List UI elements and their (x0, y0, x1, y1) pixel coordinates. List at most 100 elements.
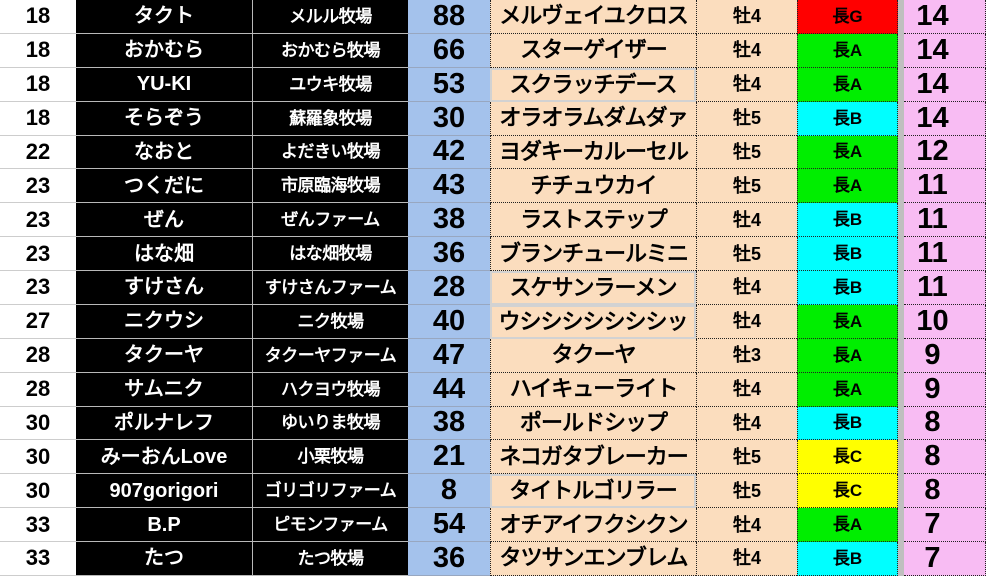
cell-score[interactable]: 38 (408, 203, 490, 238)
cell-rank[interactable]: 28 (0, 372, 76, 407)
cell-owner-name[interactable]: すけさん (76, 271, 252, 305)
cell-farm-name[interactable]: ニク牧場 (252, 304, 408, 339)
cell-grade[interactable]: 長C (797, 474, 898, 509)
cell-count[interactable]: 8 (904, 440, 986, 475)
cell-sex-age[interactable]: 牡5 (696, 135, 797, 170)
cell-owner-name[interactable]: ニクウシ (76, 304, 252, 339)
cell-score[interactable]: 54 (408, 508, 490, 542)
cell-farm-name[interactable]: タクーヤファーム (252, 338, 408, 373)
cell-farm-name[interactable]: ゴリゴリファーム (252, 474, 408, 509)
cell-owner-name[interactable]: タクト (76, 0, 252, 34)
cell-farm-name[interactable]: 小栗牧場 (252, 440, 408, 475)
cell-sex-age[interactable]: 牡5 (696, 169, 797, 204)
cell-sex-age[interactable]: 牡4 (696, 203, 797, 238)
cell-grade[interactable]: 長B (797, 271, 898, 305)
cell-owner-name[interactable]: はな畑 (76, 237, 252, 271)
cell-score[interactable]: 88 (408, 0, 490, 34)
cell-owner-name[interactable]: タクーヤ (76, 338, 252, 373)
cell-horse-name[interactable]: ヨダキーカルーセル (490, 135, 696, 170)
cell-grade[interactable]: 長B (797, 237, 898, 271)
cell-score[interactable]: 53 (408, 67, 490, 102)
cell-horse-name[interactable]: ハイキューライト (490, 372, 696, 407)
cell-sex-age[interactable]: 牡4 (696, 508, 797, 542)
cell-sex-age[interactable]: 牡4 (696, 271, 797, 305)
cell-score[interactable]: 66 (408, 33, 490, 68)
cell-score[interactable]: 47 (408, 338, 490, 373)
cell-farm-name[interactable]: ピモンファーム (252, 508, 408, 542)
cell-horse-name[interactable]: タツサンエンブレム (490, 542, 696, 576)
cell-farm-name[interactable]: 市原臨海牧場 (252, 169, 408, 204)
cell-grade[interactable]: 長A (797, 372, 898, 407)
cell-owner-name[interactable]: B.P (76, 508, 252, 542)
cell-rank[interactable]: 28 (0, 338, 76, 373)
cell-sex-age[interactable]: 牡5 (696, 474, 797, 509)
cell-horse-name[interactable]: ブランチュールミニ (490, 237, 696, 271)
cell-horse-name[interactable]: ウシシシシシシシッ (490, 304, 696, 339)
cell-horse-name[interactable]: オラオラムダムダァ (490, 101, 696, 136)
cell-owner-name[interactable]: おかむら (76, 33, 252, 68)
cell-count[interactable]: 8 (904, 406, 986, 441)
cell-sex-age[interactable]: 牡4 (696, 542, 797, 576)
cell-count[interactable]: 14 (904, 0, 986, 34)
cell-grade[interactable]: 長A (797, 169, 898, 204)
cell-rank[interactable]: 18 (0, 33, 76, 68)
cell-horse-name[interactable]: メルヴェイユクロス (490, 0, 696, 34)
cell-count[interactable]: 7 (904, 508, 986, 542)
cell-count[interactable]: 8 (904, 474, 986, 509)
cell-sex-age[interactable]: 牡4 (696, 33, 797, 68)
cell-grade[interactable]: 長G (797, 0, 898, 34)
cell-count[interactable]: 14 (904, 67, 986, 102)
cell-rank[interactable]: 18 (0, 67, 76, 102)
cell-count[interactable]: 11 (904, 271, 986, 305)
cell-score[interactable]: 28 (408, 271, 490, 305)
cell-rank[interactable]: 23 (0, 169, 76, 204)
cell-grade[interactable]: 長B (797, 203, 898, 238)
cell-count[interactable]: 11 (904, 203, 986, 238)
cell-count[interactable]: 14 (904, 101, 986, 136)
cell-horse-name[interactable]: タイトルゴリラー (490, 474, 696, 509)
cell-horse-name[interactable]: ネコガタブレーカー (490, 440, 696, 475)
cell-owner-name[interactable]: ぜん (76, 203, 252, 238)
cell-owner-name[interactable]: 907gorigori (76, 474, 252, 509)
cell-score[interactable]: 44 (408, 372, 490, 407)
cell-owner-name[interactable]: そらぞう (76, 101, 252, 136)
cell-horse-name[interactable]: ラストステップ (490, 203, 696, 238)
cell-sex-age[interactable]: 牡5 (696, 237, 797, 271)
cell-sex-age[interactable]: 牡4 (696, 67, 797, 102)
cell-rank[interactable]: 27 (0, 304, 76, 339)
cell-farm-name[interactable]: ユウキ牧場 (252, 67, 408, 102)
cell-sex-age[interactable]: 牡3 (696, 338, 797, 373)
cell-count[interactable]: 12 (904, 135, 986, 170)
cell-score[interactable]: 42 (408, 135, 490, 170)
cell-score[interactable]: 38 (408, 406, 490, 441)
cell-count[interactable]: 14 (904, 33, 986, 68)
cell-score[interactable]: 36 (408, 542, 490, 576)
cell-horse-name[interactable]: スケサンラーメン (490, 271, 696, 305)
cell-count[interactable]: 9 (904, 338, 986, 373)
cell-horse-name[interactable]: スターゲイザー (490, 33, 696, 68)
cell-sex-age[interactable]: 牡5 (696, 101, 797, 136)
cell-count[interactable]: 11 (904, 237, 986, 271)
cell-sex-age[interactable]: 牡4 (696, 406, 797, 441)
cell-rank[interactable]: 23 (0, 203, 76, 238)
cell-grade[interactable]: 長B (797, 406, 898, 441)
cell-owner-name[interactable]: つくだに (76, 169, 252, 204)
cell-owner-name[interactable]: YU-KI (76, 67, 252, 102)
cell-owner-name[interactable]: なおと (76, 135, 252, 170)
cell-sex-age[interactable]: 牡4 (696, 372, 797, 407)
cell-sex-age[interactable]: 牡4 (696, 304, 797, 339)
cell-sex-age[interactable]: 牡5 (696, 440, 797, 475)
cell-owner-name[interactable]: サムニク (76, 372, 252, 407)
cell-owner-name[interactable]: たつ (76, 542, 252, 576)
cell-count[interactable]: 9 (904, 372, 986, 407)
cell-count[interactable]: 7 (904, 542, 986, 576)
cell-rank[interactable]: 18 (0, 0, 76, 34)
cell-horse-name[interactable]: タクーヤ (490, 338, 696, 373)
cell-owner-name[interactable]: ポルナレフ (76, 406, 252, 441)
cell-horse-name[interactable]: スクラッチデース (490, 67, 696, 102)
cell-grade[interactable]: 長A (797, 338, 898, 373)
cell-farm-name[interactable]: ゆいりま牧場 (252, 406, 408, 441)
cell-count[interactable]: 11 (904, 169, 986, 204)
cell-horse-name[interactable]: オチアイフクシクン (490, 508, 696, 542)
cell-horse-name[interactable]: チチュウカイ (490, 169, 696, 204)
